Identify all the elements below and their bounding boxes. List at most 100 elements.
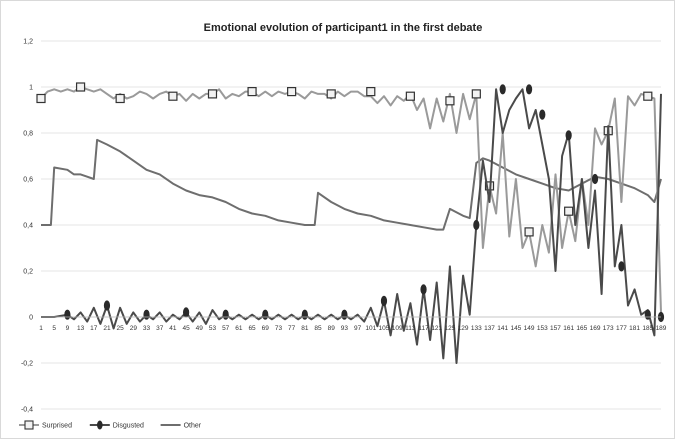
series-layer [36,82,665,364]
x-tick-label: 93 [341,325,349,332]
x-tick-label: 73 [275,325,283,332]
data-point-surprised [207,89,218,99]
data-point-disgusted [183,307,190,318]
x-tick-label: 81 [301,325,309,332]
data-point-surprised [75,82,86,92]
x-tick-label: 33 [143,325,151,332]
x-tick-label: 85 [314,325,322,332]
x-tick-label: 189 [656,325,667,332]
y-tick-label: -0,2 [21,361,33,368]
chart-title: Emotional evolution of participant1 in t… [204,22,483,34]
x-tick-label: 5 [52,325,56,332]
x-tick-label: 169 [590,325,601,332]
data-point-disgusted [64,309,71,320]
y-tick-label: -0,4 [21,407,33,414]
x-tick-label: 89 [328,325,336,332]
data-point-disgusted [591,173,599,185]
x-tick-label: 45 [182,325,190,332]
series-disgusted [41,84,665,364]
data-point-surprised [524,227,534,237]
x-tick-label: 57 [222,325,230,332]
data-point-disgusted [380,295,388,307]
legend-marker-disgusted [97,420,103,430]
data-point-surprised [445,96,455,106]
data-point-surprised [247,86,257,97]
data-point-disgusted [499,84,506,95]
legend-item-surprised: Surprised [19,420,72,430]
legend: Surprised Disgusted Other [19,420,202,430]
data-point-disgusted [565,130,572,141]
x-tick-label: 69 [262,325,270,332]
data-point-surprised [326,89,336,99]
y-tick-label: 0,4 [23,223,33,230]
x-tick-label: 149 [524,325,535,332]
legend-item-disgusted: Disgusted [89,420,144,430]
x-tick-label: 125 [445,325,456,332]
x-tick-label: 29 [130,325,138,332]
x-tick-label: 41 [169,325,177,332]
legend-label-surprised: Surprised [42,423,72,430]
legend-item-other: Other [160,423,202,430]
x-tick-label: 65 [248,325,256,332]
x-tick-label: 129 [458,325,469,332]
x-tick-label: 141 [497,325,508,332]
x-tick-label: 113 [405,325,416,332]
data-point-disgusted [539,109,546,120]
data-point-disgusted [262,309,269,320]
data-point-surprised [36,93,46,104]
data-point-disgusted [618,261,625,272]
x-tick-label: 9 [66,325,70,332]
data-point-surprised [287,86,297,97]
data-point-surprised [366,86,376,97]
y-axis: -0,4 -0,2 0 0,2 0,4 0,6 0,8 1 1,2 [21,39,33,414]
data-point-disgusted [301,309,308,320]
y-tick-label: 0,8 [23,131,33,138]
data-point-surprised [405,91,415,101]
x-tick-label: 121 [431,325,442,332]
x-tick-label: 137 [484,325,495,332]
legend-marker-surprised [24,420,34,430]
x-tick-label: 109 [392,325,403,332]
series-surprised [36,82,662,313]
x-tick-label: 105 [379,325,390,332]
legend-label-other: Other [184,423,202,430]
data-point-surprised [471,89,481,99]
y-tick-label: 0 [29,315,33,322]
data-point-disgusted [143,309,150,320]
data-point-surprised [564,206,574,216]
x-tick-label: 61 [235,325,243,332]
y-tick-label: 0,2 [23,269,33,276]
x-tick-label: 173 [603,325,614,332]
series-other [41,138,662,231]
data-point-disgusted [222,309,229,320]
x-tick-label: 49 [196,325,204,332]
x-tick-label: 165 [576,325,587,332]
data-point-disgusted [525,84,533,95]
x-tick-label: 37 [156,325,164,332]
x-tick-label: 17 [90,325,98,332]
series-line-surprised [40,86,662,313]
x-tick-label: 153 [537,325,548,332]
x-tick-label: 21 [103,325,111,332]
data-point-disgusted [420,284,427,295]
x-axis: 1 5 9 13 17 21 25 29 33 37 41 45 49 53 57 61 65 69 73 77 81 8… [39,316,667,332]
x-tick-label: 53 [209,325,217,332]
x-tick-label: 101 [365,325,376,332]
series-line-other [41,138,662,231]
x-tick-label: 157 [550,325,561,332]
data-point-surprised [643,91,653,101]
x-tick-label: 117 [418,325,429,332]
x-tick-label: 97 [354,325,362,332]
data-point-disgusted [103,300,111,311]
data-point-surprised [115,93,125,104]
data-point-disgusted [473,219,480,231]
legend-label-disgusted: Disgusted [113,423,144,430]
x-tick-label: 25 [117,325,125,332]
x-tick-label: 77 [288,325,296,332]
data-point-disgusted [644,309,651,320]
x-tick-label: 1 [39,325,43,332]
data-point-surprised [168,91,178,101]
x-tick-label: 185 [642,325,653,332]
